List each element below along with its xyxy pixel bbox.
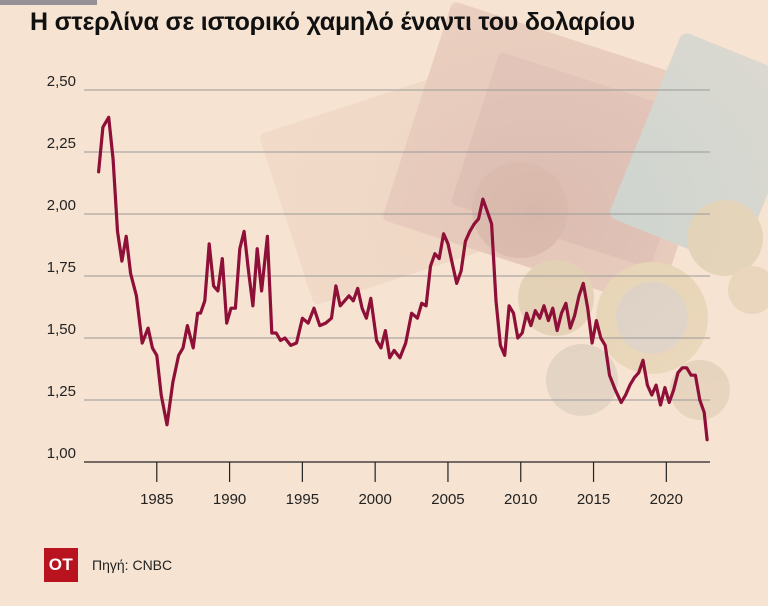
y-tick-label: 1,50 xyxy=(47,321,76,338)
x-tick-label: 2020 xyxy=(650,491,683,508)
x-tick-label: 2015 xyxy=(577,491,610,508)
y-tick-label: 1,75 xyxy=(47,259,76,276)
x-tick-label: 1995 xyxy=(286,491,319,508)
y-tick-label: 1,00 xyxy=(47,445,76,462)
source-credit: Πηγή: CNBC xyxy=(92,557,173,573)
x-tick-label: 1985 xyxy=(140,491,173,508)
series-line xyxy=(97,115,709,442)
y-tick-label: 2,00 xyxy=(47,197,76,214)
x-tick-label: 2000 xyxy=(358,491,391,508)
x-tick-label: 1990 xyxy=(213,491,246,508)
page-title: Η στερλίνα σε ιστορικό χαμηλό έναντι του… xyxy=(30,8,635,36)
y-tick-label: 2,50 xyxy=(47,73,76,90)
x-tick-label: 2005 xyxy=(431,491,464,508)
y-tick-label: 2,25 xyxy=(47,135,76,152)
x-tick-label: 2010 xyxy=(504,491,537,508)
ot-logo: ΟΤ xyxy=(44,548,78,582)
y-tick-label: 1,25 xyxy=(47,383,76,400)
footer: ΟΤ Πηγή: CNBC xyxy=(44,548,172,582)
